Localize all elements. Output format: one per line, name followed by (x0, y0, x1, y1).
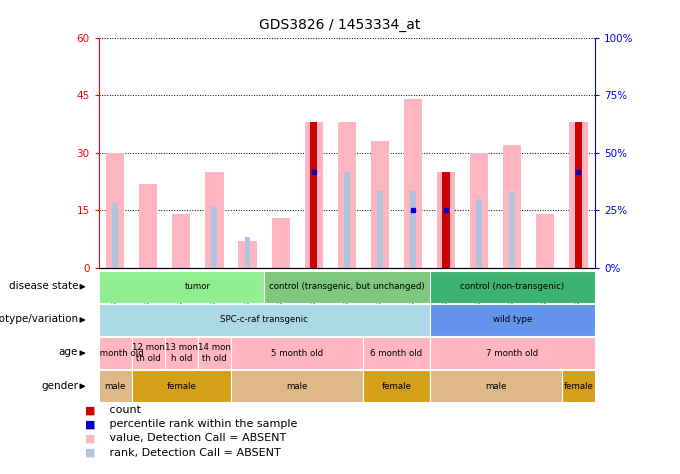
Bar (437, 172, 455, 268)
Text: 14 mon
th old: 14 mon th old (198, 344, 231, 363)
Text: GSM351147: GSM351147 (574, 272, 583, 327)
Text: disease state: disease state (9, 281, 78, 291)
Bar (99, 304, 430, 336)
Bar (410, 191, 416, 268)
Text: 7 month old: 7 month old (486, 349, 539, 357)
Bar (537, 214, 554, 268)
Bar (363, 337, 430, 369)
Bar (139, 183, 157, 268)
Bar (430, 337, 595, 369)
Bar (363, 370, 430, 402)
Bar (575, 122, 582, 268)
Text: gender: gender (41, 381, 78, 391)
Bar (377, 191, 383, 268)
Text: 13 mon
h old: 13 mon h old (165, 344, 198, 363)
Text: GSM357145: GSM357145 (243, 272, 252, 327)
Text: rank, Detection Call = ABSENT: rank, Detection Call = ABSENT (105, 447, 280, 457)
Bar (562, 370, 595, 402)
Bar (165, 337, 198, 369)
Bar (569, 122, 588, 268)
Text: GSM351145: GSM351145 (541, 272, 550, 327)
Text: GDS3826 / 1453334_at: GDS3826 / 1453334_at (259, 18, 421, 32)
Bar (470, 153, 488, 268)
Text: genotype/variation: genotype/variation (0, 314, 78, 324)
Text: GSM351071: GSM351071 (342, 272, 352, 327)
Text: value, Detection Call = ABSENT: value, Detection Call = ABSENT (105, 433, 286, 443)
Text: GSM351094: GSM351094 (309, 272, 318, 327)
Bar (198, 337, 231, 369)
Bar (245, 237, 250, 268)
Bar (112, 203, 118, 268)
Bar (132, 370, 231, 402)
Bar (231, 337, 363, 369)
Bar (205, 172, 224, 268)
Text: 10 month old: 10 month old (86, 349, 144, 357)
Bar (271, 218, 290, 268)
Text: female: female (564, 382, 594, 391)
Text: GSM351070: GSM351070 (409, 272, 418, 327)
Text: control (non-transgenic): control (non-transgenic) (460, 283, 564, 291)
Text: ■: ■ (85, 447, 95, 457)
Bar (239, 241, 256, 268)
Text: GSM351144: GSM351144 (475, 272, 483, 327)
Bar (310, 122, 318, 268)
Bar (264, 271, 430, 303)
Bar (305, 122, 323, 268)
Bar (476, 199, 482, 268)
Bar (404, 99, 422, 268)
Bar (211, 207, 218, 268)
Text: GSM357141: GSM357141 (111, 272, 120, 327)
Text: GSM357144: GSM357144 (177, 272, 186, 327)
Text: control (transgenic, but unchanged): control (transgenic, but unchanged) (269, 283, 424, 291)
Text: count: count (105, 405, 141, 415)
Bar (99, 337, 132, 369)
Text: GSM351095: GSM351095 (441, 272, 451, 327)
Text: ■: ■ (85, 405, 95, 415)
Bar (344, 172, 350, 268)
Bar (231, 370, 363, 402)
Text: male: male (485, 382, 507, 391)
Text: ■: ■ (85, 419, 95, 429)
Text: GSM351072: GSM351072 (276, 272, 285, 327)
Bar (430, 370, 562, 402)
Bar (371, 141, 389, 268)
Text: GSM357142: GSM357142 (210, 272, 219, 327)
Bar (99, 370, 132, 402)
Text: ■: ■ (85, 433, 95, 443)
Text: percentile rank within the sample: percentile rank within the sample (105, 419, 297, 429)
Bar (430, 304, 595, 336)
Text: male: male (286, 382, 308, 391)
Text: 5 month old: 5 month old (271, 349, 323, 357)
Text: GSM351064: GSM351064 (375, 272, 384, 327)
Bar (443, 172, 449, 268)
Text: male: male (105, 382, 126, 391)
Text: GSM351146: GSM351146 (508, 272, 517, 327)
Bar (575, 172, 581, 268)
Text: age: age (58, 347, 78, 357)
Text: female: female (381, 382, 411, 391)
Bar (338, 122, 356, 268)
Bar (503, 145, 522, 268)
Text: female: female (167, 382, 197, 391)
Text: 12 mon
th old: 12 mon th old (132, 344, 165, 363)
Bar (509, 191, 515, 268)
Bar (172, 214, 190, 268)
Bar (132, 337, 165, 369)
Text: 6 month old: 6 month old (371, 349, 422, 357)
Text: GSM357143: GSM357143 (143, 272, 153, 327)
Bar (99, 271, 297, 303)
Bar (106, 153, 124, 268)
Text: wild type: wild type (492, 316, 532, 324)
Text: SPC-c-raf transgenic: SPC-c-raf transgenic (220, 316, 308, 324)
Bar (430, 271, 595, 303)
Text: tumor: tumor (185, 283, 211, 291)
Bar (311, 172, 317, 268)
